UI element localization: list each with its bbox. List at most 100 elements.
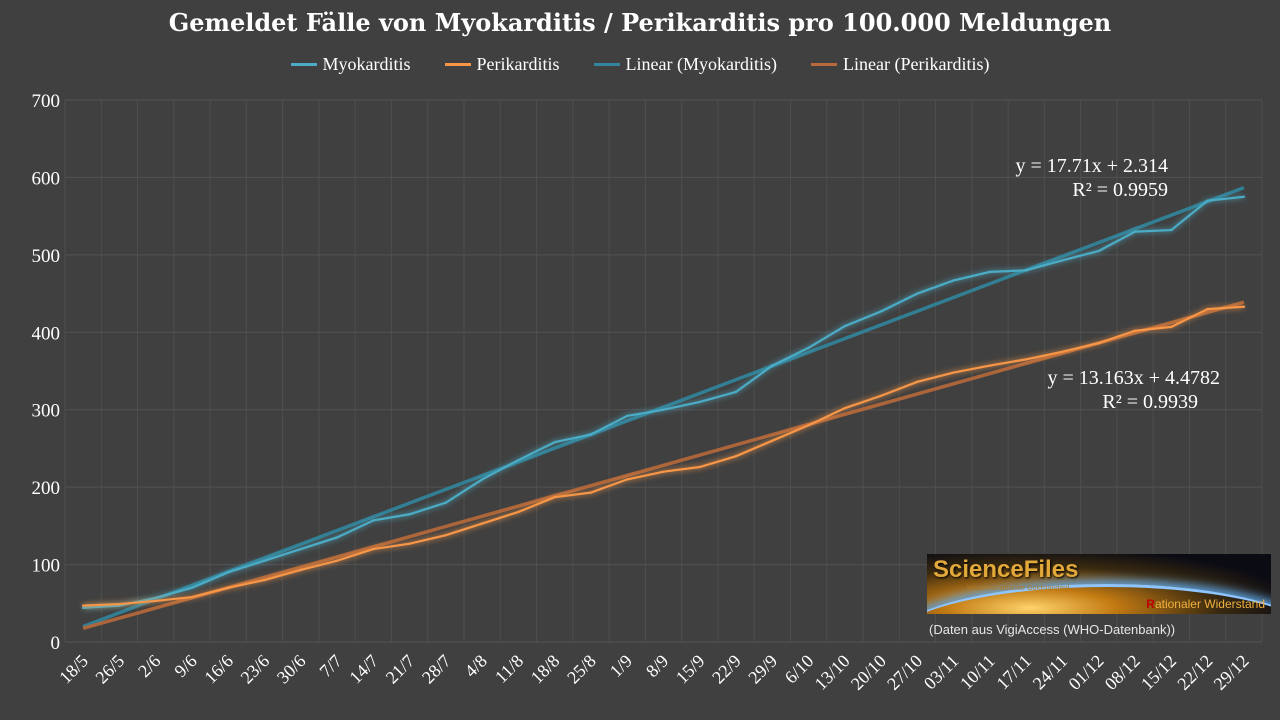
logo-brand: ScienceFiles <box>933 556 1079 583</box>
trendline-myokarditis <box>82 186 1245 629</box>
data-point-perikarditis <box>81 604 85 607</box>
x-tick-label: 18/8 <box>527 651 564 688</box>
data-point-myokarditis <box>916 292 919 295</box>
data-point-myokarditis <box>372 519 375 522</box>
x-tick-label: 28/7 <box>418 651 455 688</box>
x-tick-label: 15/12 <box>1137 651 1180 694</box>
x-tick-label: 16/6 <box>200 651 237 688</box>
data-point-myokarditis <box>589 433 593 436</box>
trendline-equation-perikarditis: y = 13.163x + 4.4782 R² = 0.9939 <box>1020 366 1220 414</box>
data-point-myokarditis <box>263 559 266 562</box>
data-point-myokarditis <box>843 324 847 328</box>
x-tick-label: 14/7 <box>345 651 382 688</box>
data-point-perikarditis <box>916 380 919 384</box>
data-point-myokarditis <box>807 346 810 349</box>
data-point-myokarditis <box>698 400 701 404</box>
data-point-perikarditis <box>626 478 629 481</box>
data-point-perikarditis <box>553 496 556 499</box>
data-point-myokarditis <box>1097 249 1100 253</box>
logo-subtitle: Wissenschaftlicher Goldstandard <box>967 585 1070 592</box>
y-tick-label: 0 <box>51 633 61 654</box>
data-point-myokarditis <box>734 390 738 394</box>
data-point-perikarditis <box>1242 305 1246 308</box>
data-point-perikarditis <box>734 454 738 458</box>
legend-label: Perikarditis <box>476 54 560 74</box>
x-tick-label: 15/9 <box>672 651 709 688</box>
y-tick-label: 100 <box>32 556 61 577</box>
x-tick-label: 7/7 <box>315 651 345 681</box>
source-note: (Daten aus VigiAccess (WHO-Datenbank)) <box>929 622 1176 637</box>
x-tick-label: 29/12 <box>1210 651 1253 694</box>
data-point-myokarditis <box>952 279 955 282</box>
data-point-myokarditis <box>988 270 992 274</box>
x-tick-label: 11/8 <box>491 651 527 687</box>
data-point-myokarditis <box>1170 228 1173 232</box>
data-point-perikarditis <box>952 371 955 374</box>
x-tick-label: 10/11 <box>956 651 999 694</box>
data-point-myokarditis <box>190 586 194 589</box>
y-tick-label: 700 <box>32 91 61 112</box>
r-squared: R² = 0.9959 <box>1072 179 1168 201</box>
x-tick-label: 26/5 <box>91 651 128 688</box>
data-point-perikarditis <box>662 470 665 473</box>
data-point-perikarditis <box>771 439 774 442</box>
data-point-perikarditis <box>1061 350 1064 353</box>
tagline-rest: ationaler Widerstand <box>1154 597 1265 611</box>
x-tick-label: 4/8 <box>461 651 491 681</box>
data-point-myokarditis <box>480 478 484 481</box>
legend-item-linear-perikarditis: Linear (Perikarditis) <box>811 54 989 75</box>
x-tick-label: 24/11 <box>1029 651 1072 694</box>
data-point-perikarditis <box>517 510 520 514</box>
data-point-perikarditis <box>843 406 847 410</box>
x-tick-label: 03/11 <box>920 651 963 694</box>
data-point-perikarditis <box>480 522 484 525</box>
data-point-perikarditis <box>408 542 411 545</box>
x-tick-label: 8/9 <box>642 651 672 681</box>
x-tick-label: 22/12 <box>1173 651 1216 694</box>
equation: y = 13.163x + 4.4782 <box>1047 367 1220 389</box>
data-point-perikarditis <box>1133 329 1137 332</box>
data-point-myokarditis <box>1133 230 1137 233</box>
data-point-myokarditis <box>299 547 302 551</box>
data-point-perikarditis <box>1097 341 1100 345</box>
trendline-perikarditis <box>82 300 1245 631</box>
y-tick-label: 200 <box>32 478 61 499</box>
x-tick-label: 2/6 <box>134 651 164 681</box>
data-point-myokarditis <box>626 414 629 418</box>
x-tick-label: 22/9 <box>708 651 745 688</box>
data-point-perikarditis <box>589 491 593 494</box>
data-point-perikarditis <box>335 559 339 562</box>
data-point-myokarditis <box>662 408 665 411</box>
x-tick-label: 27/10 <box>883 651 926 694</box>
data-point-perikarditis <box>444 533 448 537</box>
tagline-initial: R <box>1146 597 1155 611</box>
data-point-perikarditis <box>227 586 230 589</box>
x-tick-label: 17/11 <box>992 651 1035 694</box>
legend-label: Linear (Myokarditis) <box>625 54 777 74</box>
r-squared: R² = 0.9939 <box>1102 391 1198 413</box>
data-point-myokarditis <box>335 536 339 539</box>
equation: y = 17.71x + 2.314 <box>1015 155 1168 177</box>
y-tick-label: 500 <box>32 246 61 267</box>
x-tick-label: 25/8 <box>563 651 600 688</box>
data-point-myokarditis <box>771 364 774 367</box>
x-tick-label: 1/9 <box>606 651 636 681</box>
legend-item-myokarditis: Myokarditis <box>290 54 411 75</box>
data-point-myokarditis <box>1242 195 1246 198</box>
sciencefiles-logo: ScienceFiles Wissenschaftlicher Goldstan… <box>927 554 1271 614</box>
logo-tagline: Rationaler Widerstand <box>1146 597 1265 611</box>
x-tick-label: 21/7 <box>382 651 419 688</box>
data-point-myokarditis <box>879 310 883 313</box>
data-point-myokarditis <box>1206 199 1209 202</box>
data-point-perikarditis <box>1206 307 1209 311</box>
x-tick-label: 23/6 <box>237 651 274 688</box>
x-tick-label: 29/9 <box>744 651 781 688</box>
x-tick-label: 13/10 <box>811 651 854 694</box>
legend-item-perikarditis: Perikarditis <box>444 54 560 75</box>
data-point-perikarditis <box>698 465 701 469</box>
x-tick-label: 08/12 <box>1101 651 1144 694</box>
x-tick-label: 9/6 <box>170 651 200 681</box>
y-tick-label: 300 <box>32 401 61 422</box>
data-point-perikarditis <box>879 394 883 397</box>
